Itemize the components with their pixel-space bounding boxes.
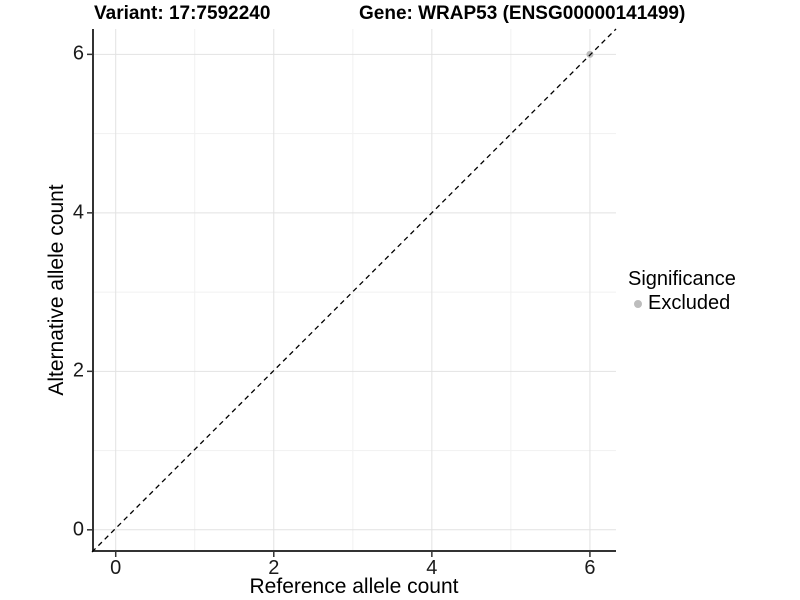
- x-tick-label: 2: [268, 557, 280, 579]
- y-tick-label: 6: [72, 42, 84, 65]
- x-tick-label: 4: [426, 557, 438, 579]
- y-tick-label: 2: [72, 359, 84, 382]
- x-tick-label: 6: [584, 557, 596, 579]
- legend-title: Significance: [628, 268, 736, 290]
- y-axis-title: Alternative allele count: [45, 184, 68, 396]
- legend-item-excluded: Excluded: [628, 293, 736, 314]
- excluded-point-icon: [634, 299, 642, 308]
- y-tick-label: 0: [72, 518, 84, 541]
- y-tick-label: 4: [72, 201, 84, 224]
- legend: Significance Excluded: [628, 269, 736, 314]
- legend-item-label: Excluded: [648, 292, 731, 314]
- gene-title: Gene: WRAP53 (ENSG00000141499): [359, 3, 686, 24]
- variant-title: Variant: 17:7592240: [94, 3, 271, 24]
- identity-reference-line: [91, 28, 617, 553]
- plot-canvas: [87, 28, 617, 557]
- plot-panel: [87, 28, 617, 557]
- x-axis-title: Reference allele count: [249, 575, 459, 598]
- x-tick-label: 0: [110, 557, 122, 579]
